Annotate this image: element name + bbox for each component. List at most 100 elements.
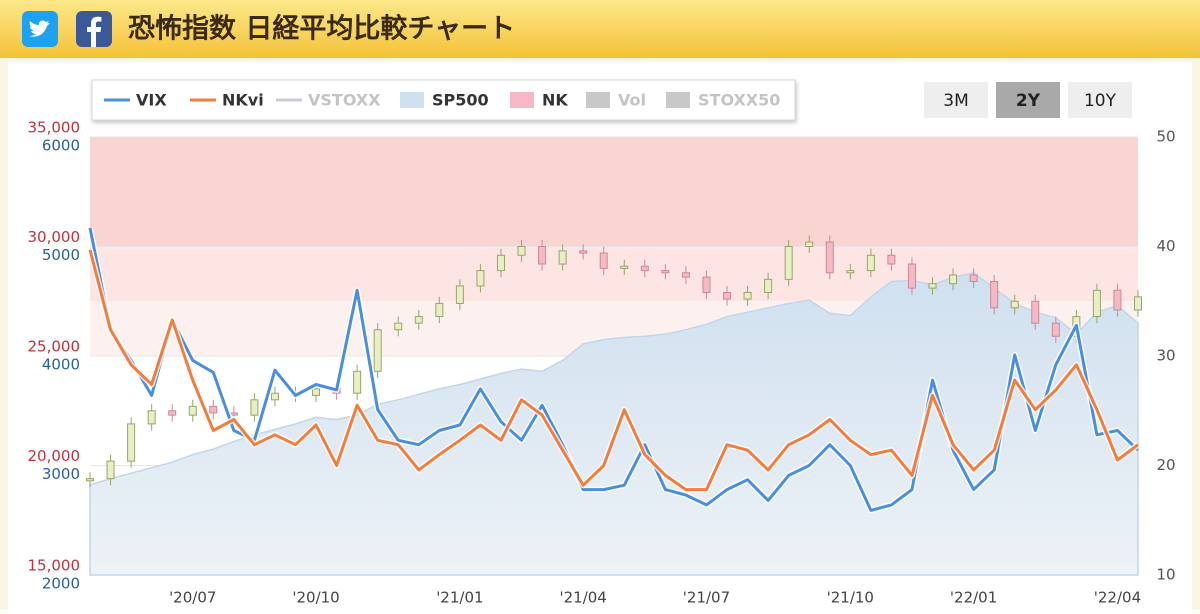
legend-label: NKvi [222,91,264,110]
x-tick-label: '22/01 [950,589,997,607]
button-label: 10Y [1084,91,1117,111]
y-tick-label: 25,000 [28,338,81,356]
y-tick-label: 15,000 [28,557,81,575]
y2-tick-label: 30 [1156,347,1175,365]
twitter-icon[interactable] [22,11,58,47]
twitter-bird [29,20,50,37]
candle-body [455,285,464,304]
legend-swatch [510,92,534,108]
candle-body [620,265,629,269]
legend-label: SP500 [432,91,489,110]
x-tick-label: '21/07 [683,589,730,607]
legend-item[interactable]: STOXX50 [666,91,780,110]
candle-body [702,276,711,293]
button-bg [924,82,988,118]
candle-body [949,274,958,285]
facebook-icon[interactable] [76,11,112,47]
band [90,137,1138,247]
candle-body [435,302,444,318]
candle-body [312,388,321,396]
legend-swatch [400,92,424,108]
plot-area: 10 20 30 40 50 15,000 20,000 25,000 30,000 35,000… [28,119,1176,607]
legend: VIX NKvi VSTOXX SP500 NK Vol STOXX50 [104,91,780,110]
y3-tick-label: 5000 [42,246,80,264]
candle-body [723,291,732,300]
facebook-f [87,16,102,47]
legend-item[interactable]: SP500 [400,91,489,110]
candle-body [496,254,505,272]
legend-label: Vol [618,91,646,110]
legend-label: STOXX50 [698,91,780,110]
range-button[interactable]: 2Y [996,82,1060,118]
legend-swatch [666,92,690,108]
candle-body [373,329,382,372]
candle-body [168,410,177,416]
x-tick-label: '21/10 [827,589,874,607]
range-buttons: 3M 2Y 10Y [924,82,1132,118]
button-bg [1068,82,1132,118]
candle-body [209,405,218,414]
y-tick-label: 35,000 [28,119,81,137]
candle-body [681,272,690,278]
candle-body [394,322,403,331]
candle-body [825,241,834,274]
candle-body [579,250,588,254]
candle-body [476,270,485,287]
legend-item[interactable]: NKvi [190,91,264,110]
x-tick-label: '22/04 [1094,589,1141,607]
candle-body [1031,300,1040,324]
button-bg [996,82,1060,118]
candle-body [805,241,814,247]
range-button[interactable]: 3M [924,82,988,118]
candle-body [599,252,608,269]
candle-body [250,399,259,416]
candle-body [764,278,773,293]
y3-tick-label: 6000 [42,137,80,155]
candle-body [990,281,999,309]
candle-body [928,283,937,289]
x-tick-label: '20/07 [169,589,216,607]
legend-item[interactable]: VIX [104,91,167,110]
candle-body [969,274,978,283]
legend-item[interactable]: NK [510,91,568,110]
candle-body [538,246,547,265]
candle-body [887,254,896,265]
legend-item[interactable]: Vol [586,91,646,110]
candle-body [558,250,567,265]
line [88,227,1140,512]
candle-body [106,460,115,480]
button-label: 2Y [1016,91,1041,111]
candle-body [1051,322,1060,337]
candle-body [907,263,916,289]
candle-body [147,410,156,425]
y3-tick-label: 4000 [42,356,80,374]
candle-body [784,246,793,280]
candle-body [86,478,94,482]
y2-tick-label: 10 [1156,566,1175,584]
range-button[interactable]: 10Y [1068,82,1132,118]
candle-body [1113,289,1122,311]
candle-body [661,270,670,274]
legend-label: VIX [136,91,167,110]
legend-label: NK [542,91,568,110]
header-bar [0,0,1200,58]
y-tick-label: 30,000 [28,228,81,246]
y-tick-label: 20,000 [28,447,81,465]
candle-body [188,405,197,416]
candle-body [517,246,526,256]
candle-body [1010,300,1019,309]
candle-body [353,370,362,394]
candle-body [270,392,279,401]
legend-item[interactable]: VSTOXX [276,91,381,110]
legend-label: VSTOXX [308,91,381,110]
y3-tick-label: 3000 [42,465,80,483]
y2-tick-label: 50 [1156,128,1175,146]
x-tick-label: '21/04 [559,589,606,607]
candle-body [846,270,855,274]
candle-body [866,254,875,272]
line [88,249,1139,492]
y3-tick-label: 2000 [42,575,80,593]
candle-body [640,265,649,272]
